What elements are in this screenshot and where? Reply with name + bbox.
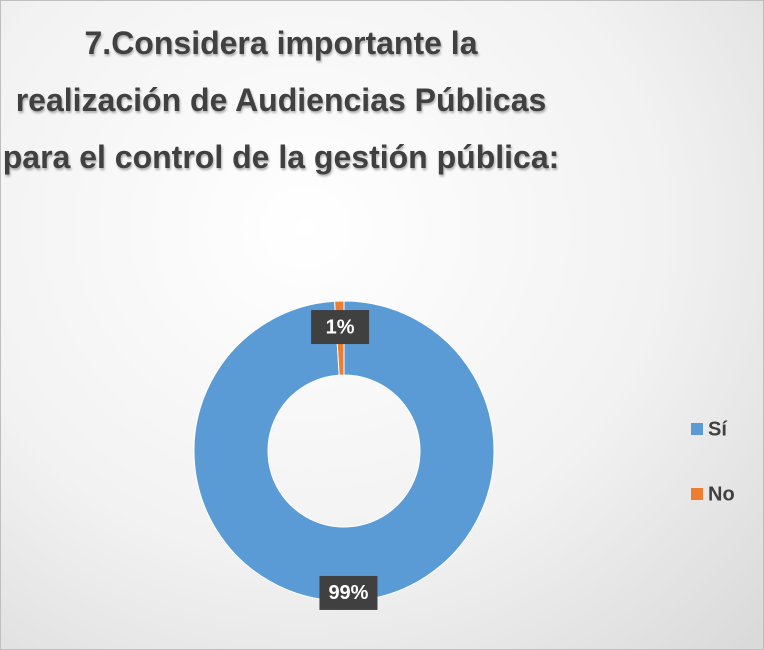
legend-swatch — [691, 423, 703, 435]
legend-label: Sí — [708, 418, 728, 440]
legend-label: No — [708, 483, 735, 505]
donut-slice — [193, 300, 495, 602]
legend-swatch — [691, 488, 703, 500]
data-label-box — [311, 310, 370, 345]
data-label-box — [319, 575, 378, 610]
chart-title: 7.Considera importante la realización de… — [2, 25, 560, 175]
data-label: 99% — [328, 582, 368, 604]
data-label: 1% — [326, 316, 355, 338]
